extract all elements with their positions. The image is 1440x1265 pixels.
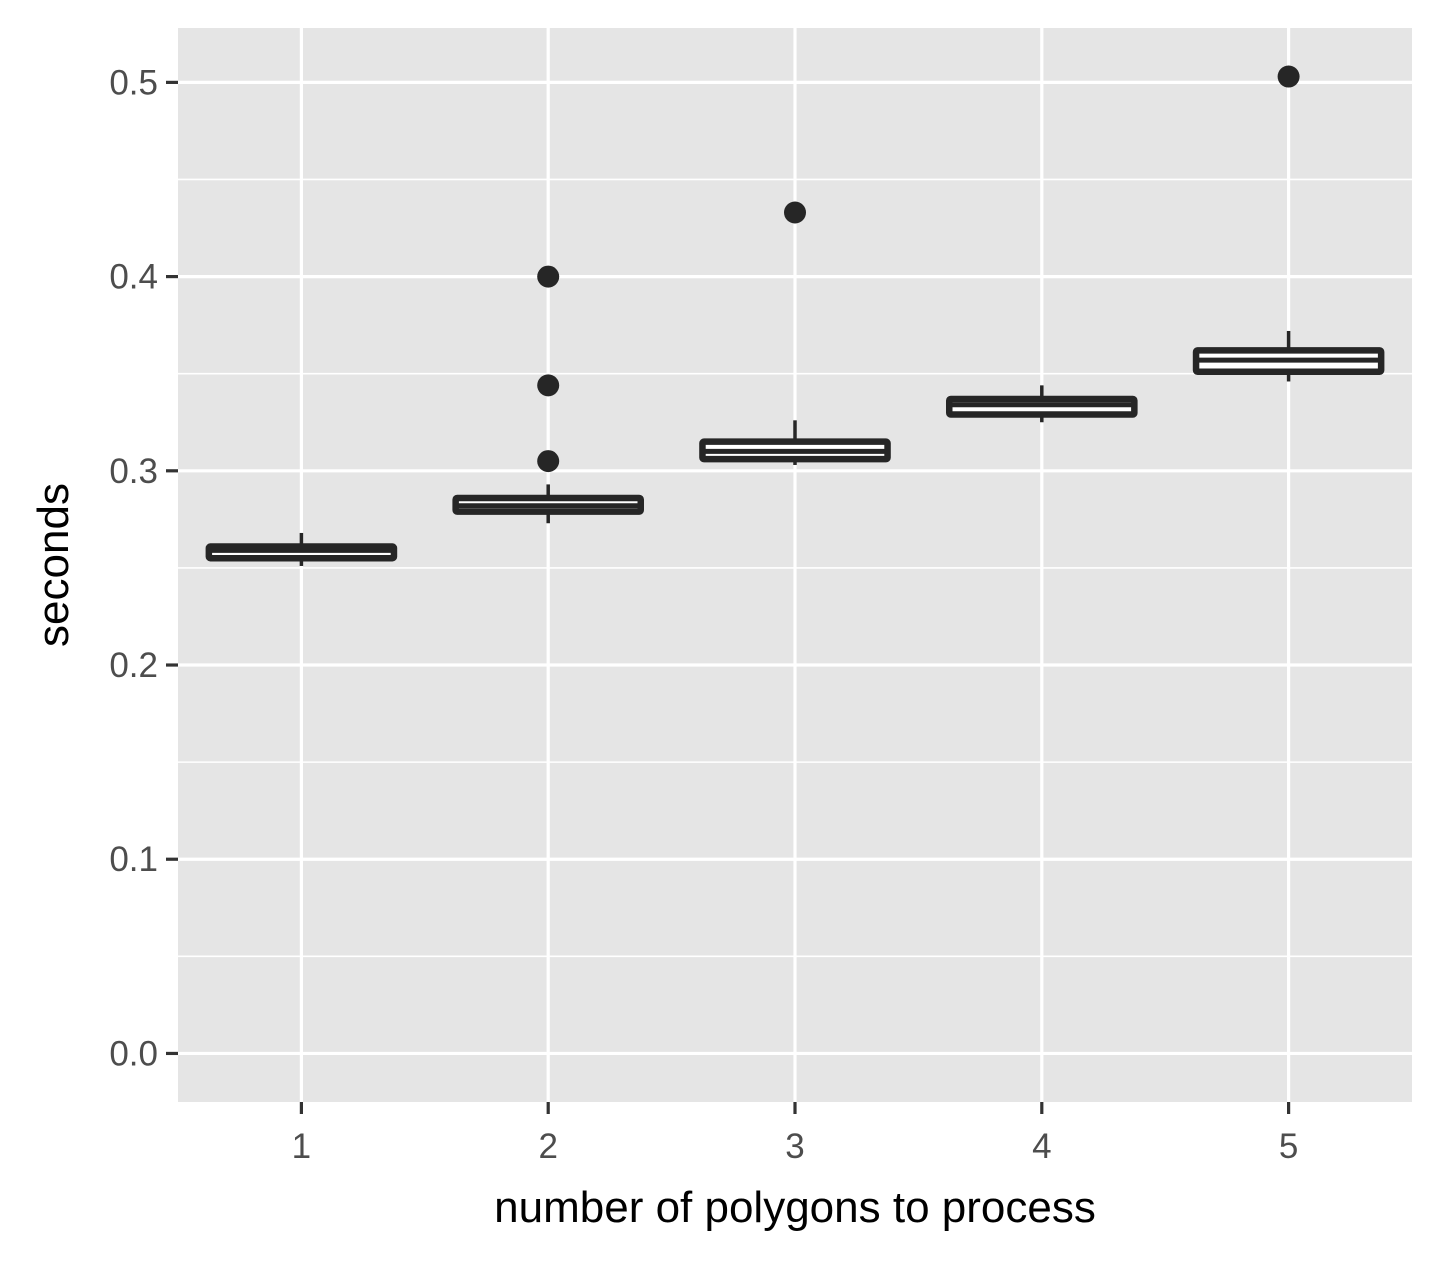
- grid-lines: [178, 28, 1412, 1102]
- box-category-4: [946, 385, 1138, 423]
- y-tick-label: 0.1: [109, 840, 158, 879]
- y-tick-label: 0.5: [109, 63, 158, 102]
- y-tick-label: 0.2: [109, 646, 158, 685]
- box-category-5: [1192, 65, 1385, 382]
- outlier-point: [537, 450, 560, 473]
- x-tick-label: 1: [292, 1127, 311, 1166]
- y-tick-label: 0.0: [109, 1034, 158, 1073]
- outlier-point: [537, 265, 560, 288]
- x-tick-label: 3: [785, 1127, 804, 1166]
- y-tick-label: 0.3: [109, 452, 158, 491]
- boxes: [205, 65, 1385, 566]
- box-category-3: [699, 201, 891, 465]
- x-tick-label: 2: [538, 1127, 557, 1166]
- axes: 0.0 0.1 0.2 0.3 0.4 0.5 1 2 3 4 5: [109, 63, 1298, 1166]
- x-tick-label: 5: [1279, 1127, 1298, 1166]
- box-category-2: [452, 265, 644, 524]
- outlier-point: [1277, 65, 1300, 88]
- outlier-point: [537, 374, 560, 397]
- x-axis-title: number of polygons to process: [494, 1183, 1096, 1232]
- y-tick-label: 0.4: [109, 258, 158, 297]
- x-tick-label: 4: [1032, 1127, 1051, 1166]
- box-category-1: [205, 532, 398, 566]
- outlier-point: [784, 201, 806, 224]
- y-axis-title: seconds: [29, 483, 78, 647]
